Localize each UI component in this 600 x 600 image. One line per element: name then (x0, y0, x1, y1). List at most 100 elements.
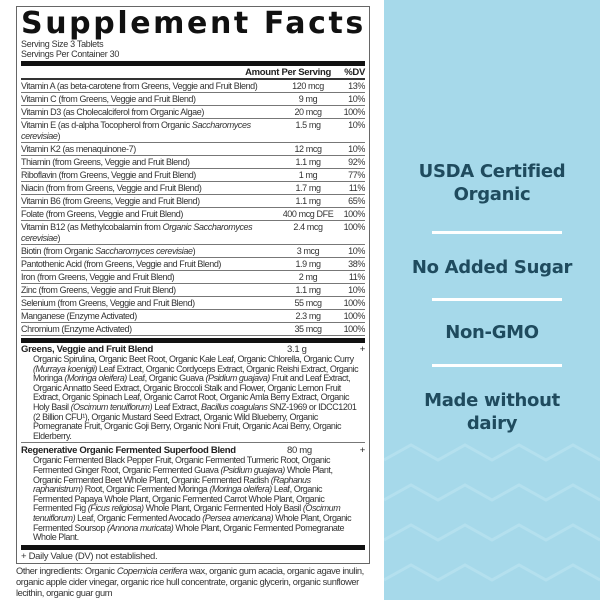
claim-usda-organic: USDA Certified Organic (418, 161, 566, 205)
nutrient-row: Manganese (Enzyme Activated) 2.3 mg 100% (21, 310, 365, 323)
text-segment: Selenium (from Greens, Veggie and Fruit … (21, 297, 195, 308)
text-segment: Pantothenic Acid (from Greens, Veggie an… (21, 258, 222, 269)
nutrient-amount: 1.1 mg (295, 156, 321, 167)
nutrient-amount: 2 mg (298, 271, 318, 282)
nutrient-name: Thiamin (from Greens, Veggie and Fruit B… (21, 157, 279, 168)
nutrient-row: Vitamin D3 (as Cholecalciferol from Orga… (21, 106, 365, 119)
claim-divider (432, 364, 562, 367)
nutrient-name: Vitamin A (as beta-carotene from Greens,… (21, 81, 279, 92)
text-segment: Niacin (from from Greens, Veggie and Fru… (21, 182, 202, 193)
italic-text: (Persea americana) (202, 512, 274, 523)
nutrient-amount: 2.3 mg (295, 310, 321, 321)
text-segment: ) (192, 245, 196, 256)
background-pattern (384, 443, 600, 582)
claim-made-without-dairy: Made without dairy (424, 390, 560, 434)
nutrient-name: Manganese (Enzyme Activated) (21, 311, 279, 322)
text-segment: Leaf, Organic Fermented Avocado (75, 512, 203, 523)
label-title: Supplement Facts (21, 6, 366, 41)
text-segment: Vitamin C (from Greens, Veggie and Fruit… (21, 93, 196, 104)
nutrient-name: Vitamin C (from Greens, Veggie and Fruit… (21, 94, 279, 105)
italic-text: Organic Saccharomyces cerevisiae (21, 221, 253, 243)
nutrient-dv: 11% (348, 182, 366, 193)
nutrient-row: Vitamin B12 (as Methylcobalamin from Org… (21, 221, 365, 245)
servings-per-container: Servings Per Container 30 (21, 48, 120, 59)
text-segment: Leaf Extract, (152, 401, 201, 412)
nutrient-row: Chromium (Enzyme Activated) 35 mcg 100% (21, 323, 365, 336)
nutrient-name: Iron (from Greens, Veggie and Fruit Blen… (21, 272, 279, 283)
nutrient-amount: 400 mcg DFE (282, 208, 334, 219)
nutrient-name: Niacin (from from Greens, Veggie and Fru… (21, 183, 279, 194)
text-segment: Biotin (from Organic (21, 245, 96, 256)
nutrient-row: Thiamin (from Greens, Veggie and Fruit B… (21, 156, 365, 169)
nutrient-dv: 10% (348, 93, 365, 104)
nutrient-row: Niacin (from from Greens, Veggie and Fru… (21, 182, 365, 195)
nutrient-amount: 1.9 mg (295, 258, 321, 269)
text-segment: SNZ-1969 or IDCC1201 (2 Billion CFU¹), O… (33, 401, 357, 441)
nutrient-row: Zinc (from Greens, Veggie and Fruit Blen… (21, 284, 365, 297)
blend-amount: 80 mg (287, 445, 312, 457)
nutrient-dv: 13% (348, 80, 365, 91)
nutrient-dv: 92% (348, 156, 365, 167)
nutrient-dv: 10% (348, 245, 365, 256)
nutrient-name: Pantothenic Acid (from Greens, Veggie an… (21, 259, 279, 270)
claims-panel: USDA Certified Organic No Added Sugar No… (384, 0, 600, 600)
serving-size: Serving Size 3 Tablets (21, 39, 104, 49)
nutrient-dv: 10% (348, 119, 365, 130)
text-segment: wax, organic gum acacia, organic agave i… (16, 565, 364, 598)
nutrient-dv: 11% (348, 271, 366, 282)
thick-divider (21, 338, 365, 343)
claim-non-gmo: Non-GMO (445, 322, 539, 343)
nutrient-amount: 1.1 mg (295, 195, 321, 206)
text-segment: Folate (from Greens, Veggie and Fruit Bl… (21, 208, 183, 219)
blend-name: Greens, Veggie and Fruit Blend (21, 344, 153, 355)
divider (21, 442, 365, 444)
text-segment: Iron (from Greens, Veggie and Fruit Blen… (21, 271, 175, 282)
text-segment: Whole Plant, Organic Fermented Holy Basi… (143, 503, 303, 514)
italic-text: (Psidium guajava) (220, 464, 285, 475)
text-segment: Vitamin B12 (as Methylcobalamin from (21, 221, 163, 232)
nutrient-name: Riboflavin (from Greens, Veggie and Frui… (21, 170, 279, 181)
nutrient-row: Vitamin C (from Greens, Veggie and Fruit… (21, 93, 365, 106)
nutrient-row: Folate (from Greens, Veggie and Fruit Bl… (21, 208, 365, 221)
nutrient-dv: 100% (343, 221, 366, 232)
nutrient-row: Vitamin A (as beta-carotene from Greens,… (21, 80, 365, 93)
nutrient-amount: 55 mcg (294, 297, 322, 308)
nutrient-name: Selenium (from Greens, Veggie and Fruit … (21, 298, 279, 309)
nutrient-amount: 35 mcg (294, 323, 322, 334)
text-segment: Whole Plant, Organic Fermented Pomegrana… (33, 522, 345, 543)
column-header: Amount Per Serving %DV (21, 67, 365, 80)
text-segment: Riboflavin (from Greens, Veggie and Frui… (21, 169, 196, 180)
blend: Regenerative Organic Fermented Superfood… (21, 445, 365, 542)
nutrient-name: Vitamin D3 (as Cholecalciferol from Orga… (21, 107, 279, 118)
nutrient-dv: 10% (348, 284, 365, 295)
blend-section: Greens, Veggie and Fruit Blend 3.1 g + Orga… (21, 344, 365, 543)
blend: Greens, Veggie and Fruit Blend 3.1 g + Orga… (21, 344, 365, 441)
text-segment: Vitamin E (as d-alpha Tocopherol from Or… (21, 119, 192, 130)
blend-header: Greens, Veggie and Fruit Blend 3.1 g + (21, 344, 365, 355)
blend-dv: + (359, 344, 366, 355)
text-segment: Fruit and Leaf Extract, Organic Annatto … (33, 373, 351, 412)
italic-text: Copernicia cerifera (116, 565, 188, 576)
nutrient-name: Vitamin E (as d-alpha Tocopherol from Or… (21, 120, 279, 142)
text-segment: Leaf, Organic Fermented Papaya Whole Pla… (33, 484, 325, 514)
nutrient-name: Vitamin B6 (from Greens, Veggie and Frui… (21, 196, 279, 207)
italic-text: Bacillus coagulans (200, 401, 268, 412)
blend-header: Regenerative Organic Fermented Superfood… (21, 445, 365, 456)
italic-text: (Moringa oleifera) (209, 484, 272, 495)
text-segment: Vitamin K2 (as menaquinone-7) (21, 143, 136, 154)
italic-text: (Oscimum tenuiflorum) (33, 503, 341, 523)
text-segment: Thiamin (from Greens, Veggie and Fruit B… (21, 156, 190, 167)
nutrient-name: Chromium (Enzyme Activated) (21, 324, 279, 335)
nutrient-dv: 100% (343, 323, 366, 334)
nutrient-row: Selenium (from Greens, Veggie and Fruit … (21, 297, 365, 310)
nutrient-amount: 1 mg (298, 169, 318, 180)
nutrient-name: Vitamin K2 (as menaquinone-7) (21, 144, 279, 155)
italic-text: (Annona muricata) (106, 522, 174, 533)
text-segment: Root, Organic Fermented Moringa (82, 484, 210, 495)
italic-text: Saccharomyces cerevisiae (95, 245, 193, 256)
supplement-facts-panel: Supplement Facts Serving Size 3 Tablets … (16, 6, 370, 598)
nutrient-amount: 1.5 mg (295, 119, 321, 130)
nutrient-amount: 1.1 mg (295, 284, 321, 295)
claim-no-added-sugar: No Added Sugar (411, 257, 573, 278)
nutrient-row: Pantothenic Acid (from Greens, Veggie an… (21, 258, 365, 271)
